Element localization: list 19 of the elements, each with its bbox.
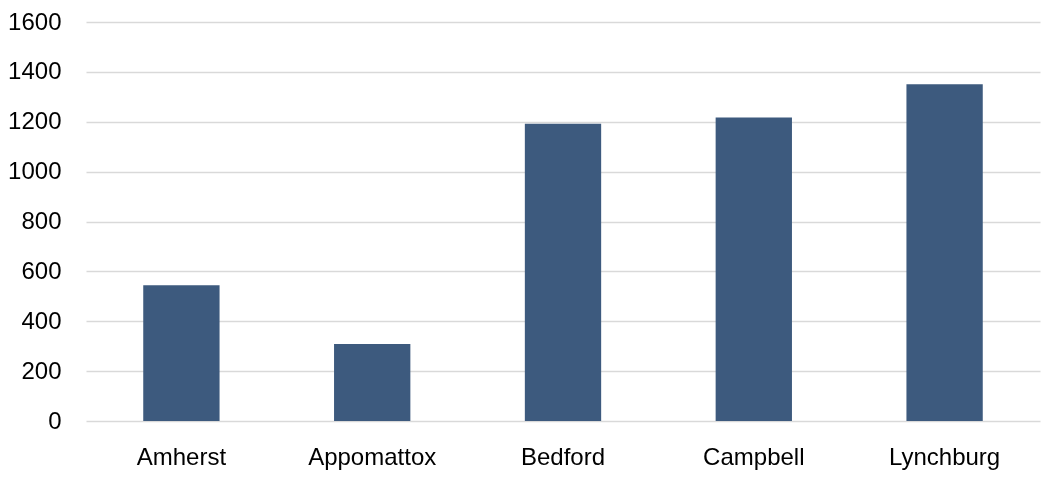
x-tick-label: Lynchburg <box>889 442 1001 470</box>
y-tick-label: 800 <box>21 207 62 234</box>
y-tick-label: 1600 <box>8 7 62 35</box>
bar <box>143 285 220 421</box>
y-tick-label: 0 <box>48 406 62 434</box>
x-tick-label: Amherst <box>136 442 227 470</box>
y-tick-label: 200 <box>21 356 62 384</box>
x-tick-label: Campbell <box>703 442 805 470</box>
y-tick-label: 400 <box>21 306 62 334</box>
x-tick-label: Appomattox <box>308 442 437 470</box>
x-tick-label: Bedford <box>520 442 606 470</box>
y-tick-label: 1200 <box>8 107 62 135</box>
bar <box>334 343 411 421</box>
bar <box>524 123 602 421</box>
bar <box>715 117 792 421</box>
y-tick-label: 1000 <box>8 157 62 185</box>
bar <box>906 84 983 421</box>
y-tick-label: 1400 <box>8 57 62 85</box>
y-tick-label: 600 <box>21 256 62 284</box>
